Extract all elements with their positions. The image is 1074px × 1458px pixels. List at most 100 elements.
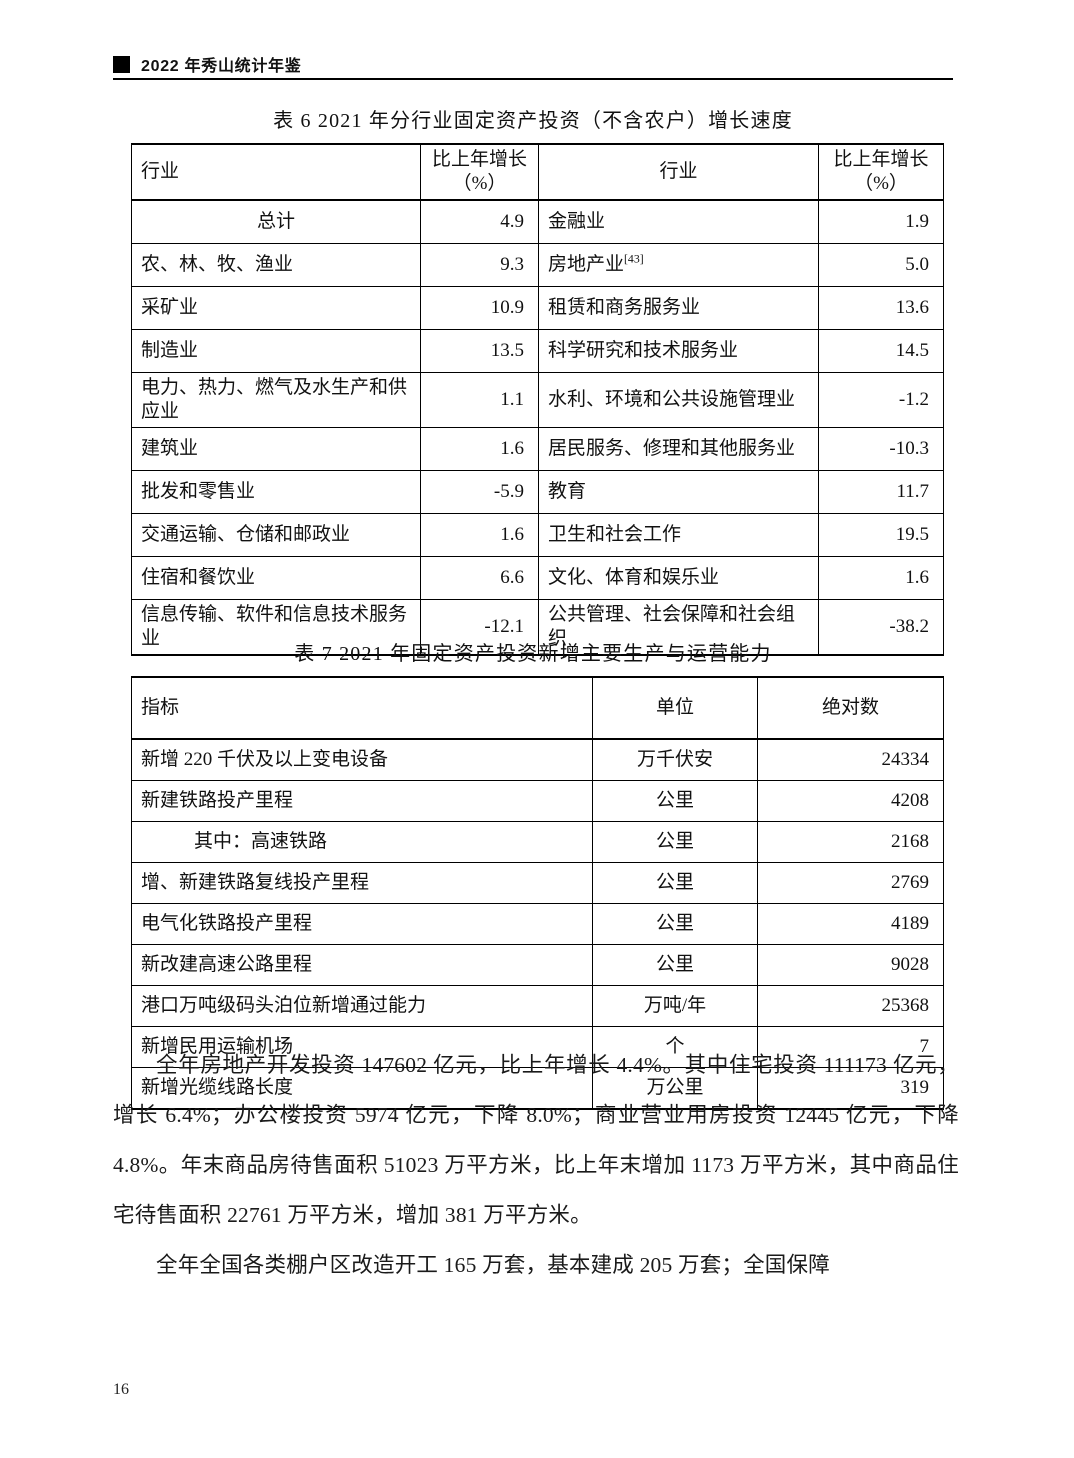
table6-col-header-growth-left: 比上年增长（%）: [420, 144, 539, 201]
table6-right-value: -10.3: [818, 426, 944, 471]
table-row: 建筑业 1.6 居民服务、修理和其他服务业 -10.3: [131, 426, 944, 471]
table7-col-header-indicator: 指标: [131, 677, 593, 740]
table6-right-value: -38.2: [818, 598, 944, 655]
running-header-title: 2022 年秀山统计年鉴: [141, 58, 302, 75]
table-row: 住宿和餐饮业 6.6 文化、体育和娱乐业 1.6: [131, 555, 944, 600]
table6-left-label: 建筑业: [131, 426, 421, 471]
table-row: 电气化铁路投产里程 公里 4189: [131, 903, 944, 945]
table7-value: 4189: [757, 903, 944, 945]
table7-indicator: 新增民用运输机场: [131, 1026, 593, 1068]
table7-value: 4208: [757, 780, 944, 822]
table7-unit: 万公里: [592, 1067, 758, 1109]
table7-value: 24334: [757, 738, 944, 781]
table6-right-value: 13.6: [818, 285, 944, 330]
table7-unit: 公里: [592, 944, 758, 986]
table6-container: 行业 比上年增长（%） 行业 比上年增长（%） 总计 4.9 金融业 1.9 农…: [131, 143, 944, 656]
table-row: 制造业 13.5 科学研究和技术服务业 14.5: [131, 328, 944, 373]
table6-right-label: 文化、体育和娱乐业: [538, 555, 819, 600]
table-row: 新增民用运输机场 个 7: [131, 1026, 944, 1068]
square-bullet-icon: [113, 55, 130, 73]
table7-container: 指标 单位 绝对数 新增 220 千伏及以上变电设备 万千伏安 24334 新建…: [131, 676, 944, 1110]
table6-right-label: 房地产业[43]: [538, 242, 819, 287]
table6-right-value: 14.5: [818, 328, 944, 373]
table-row: 总计 4.9 金融业 1.9: [131, 199, 944, 244]
table6-right-label: 卫生和社会工作: [538, 512, 819, 557]
table6-left-value: 1.6: [420, 426, 539, 471]
body-text: 全年房地产开发投资 147602 亿元，比上年增长 4.4%。其中住宅投资 11…: [113, 1040, 959, 1290]
table6-right-label: 科学研究和技术服务业: [538, 328, 819, 373]
table6-left-label: 交通运输、仓储和邮政业: [131, 512, 421, 557]
table6-right-label: 居民服务、修理和其他服务业: [538, 426, 819, 471]
table6-left-value: 6.6: [420, 555, 539, 600]
table7-unit: 万吨/年: [592, 985, 758, 1027]
table6-right-value: 1.9: [818, 199, 944, 244]
paragraph: 全年全国各类棚户区改造开工 165 万套，基本建成 205 万套；全国保障: [156, 1253, 830, 1277]
table6-right-label: 公共管理、社会保障和社会组织: [538, 598, 819, 655]
table7-unit: 公里: [592, 903, 758, 945]
table6-left-value: 1.6: [420, 512, 539, 557]
table6-right-label: 教育: [538, 469, 819, 514]
table6-left-label: 批发和零售业: [131, 469, 421, 514]
table7-value: 9028: [757, 944, 944, 986]
table6-right-label: 金融业: [538, 199, 819, 244]
table6-caption: 表 6 2021 年分行业固定资产投资（不含农户）增长速度: [273, 110, 793, 132]
table7: 指标 单位 绝对数 新增 220 千伏及以上变电设备 万千伏安 24334 新建…: [131, 676, 944, 1110]
table7-value: 319: [757, 1067, 944, 1109]
table6-left-label: 信息传输、软件和信息技术服务业: [131, 598, 421, 655]
paragraph: 全年房地产开发投资 147602 亿元，比上年增长 4.4%。其中住宅投资 11…: [113, 1053, 959, 1227]
table6-left-value: -5.9: [420, 469, 539, 514]
table-row: 其中：高速铁路 公里 2168: [131, 821, 944, 863]
table-row: 新改建高速公路里程 公里 9028: [131, 944, 944, 986]
table6-right-value: 19.5: [818, 512, 944, 557]
table7-unit: 公里: [592, 780, 758, 822]
table-row: 农、林、牧、渔业 9.3 房地产业[43] 5.0: [131, 242, 944, 287]
table7-col-header-value: 绝对数: [757, 677, 944, 740]
table6-right-label: 水利、环境和公共设施管理业: [538, 371, 819, 428]
table-row: 新增 220 千伏及以上变电设备 万千伏安 24334: [131, 738, 944, 781]
table6-left-value: 4.9: [420, 199, 539, 244]
table-row: 增、新建铁路复线投产里程 公里 2769: [131, 862, 944, 904]
running-header: 2022 年秀山统计年鉴: [113, 52, 953, 76]
table6-left-value: 13.5: [420, 328, 539, 373]
table-row: 港口万吨级码头泊位新增通过能力 万吨/年 25368: [131, 985, 944, 1027]
table6-right-value: -1.2: [818, 371, 944, 428]
table6-left-label: 采矿业: [131, 285, 421, 330]
table7-indicator: 港口万吨级码头泊位新增通过能力: [131, 985, 593, 1027]
table7-unit: 公里: [592, 821, 758, 863]
table7-indicator: 增、新建铁路复线投产里程: [131, 862, 593, 904]
table7-indicator: 其中：高速铁路: [131, 821, 593, 863]
table7-unit: 万千伏安: [592, 738, 758, 781]
table7-indicator: 新改建高速公路里程: [131, 944, 593, 986]
table6-col-header-industry-left: 行业: [131, 144, 421, 201]
table6-right-value: 11.7: [818, 469, 944, 514]
table6-left-value: 10.9: [420, 285, 539, 330]
table6-left-label: 住宿和餐饮业: [131, 555, 421, 600]
table6: 行业 比上年增长（%） 行业 比上年增长（%） 总计 4.9 金融业 1.9 农…: [131, 143, 944, 656]
table7-value: 7: [757, 1026, 944, 1068]
table7-indicator: 电气化铁路投产里程: [131, 903, 593, 945]
table6-left-value: -12.1: [420, 598, 539, 655]
table6-right-label: 租赁和商务服务业: [538, 285, 819, 330]
footnote-marker: [43]: [624, 252, 644, 266]
table7-unit: 个: [592, 1026, 758, 1068]
table7-indicator: 新增 220 千伏及以上变电设备: [131, 738, 593, 781]
table-row: 批发和零售业 -5.9 教育 11.7: [131, 469, 944, 514]
header-rule: [113, 78, 953, 80]
table7-value: 2168: [757, 821, 944, 863]
table-row: 交通运输、仓储和邮政业 1.6 卫生和社会工作 19.5: [131, 512, 944, 557]
table6-left-value: 1.1: [420, 371, 539, 428]
table6-left-label: 电力、热力、燃气及水生产和供应业: [131, 371, 421, 428]
table6-left-label: 总计: [131, 199, 421, 244]
table7-value: 2769: [757, 862, 944, 904]
table7-caption: 表 7 2021 年固定资产投资新增主要生产与运营能力: [294, 643, 772, 665]
table7-unit: 公里: [592, 862, 758, 904]
table-row: 采矿业 10.9 租赁和商务服务业 13.6: [131, 285, 944, 330]
table7-indicator: 新建铁路投产里程: [131, 780, 593, 822]
table7-col-header-unit: 单位: [592, 677, 758, 740]
table-row: 电力、热力、燃气及水生产和供应业 1.1 水利、环境和公共设施管理业 -1.2: [131, 371, 944, 428]
table7-value: 25368: [757, 985, 944, 1027]
table-row: 新建铁路投产里程 公里 4208: [131, 780, 944, 822]
table6-left-value: 9.3: [420, 242, 539, 287]
table7-header-row: 指标 单位 绝对数: [131, 677, 944, 740]
